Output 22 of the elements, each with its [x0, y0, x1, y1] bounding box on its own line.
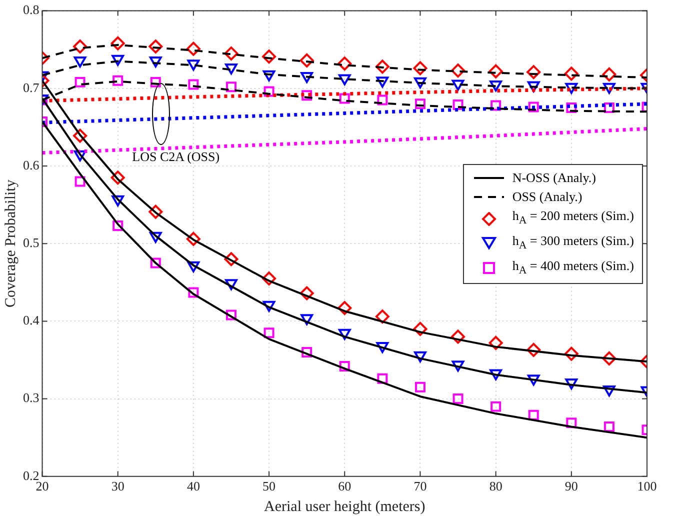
x-tick-label: 40: [186, 478, 200, 494]
x-tick-label: 80: [489, 478, 502, 494]
x-tick-label: 50: [262, 478, 276, 494]
legend-label: h$_{A}$ = 300 meters (Sim.): [512, 232, 634, 254]
y-tick-label: 0.4: [23, 312, 40, 328]
x-tick-label: 60: [338, 478, 352, 494]
legend-label: N-OSS (Analy.): [512, 169, 596, 188]
legend-label: h$_{A}$ = 400 meters (Sim.): [512, 256, 634, 278]
x-tick-label: 70: [414, 478, 427, 494]
x-tick-label: 90: [564, 478, 578, 494]
y-tick-label: 0.5: [23, 235, 40, 250]
x-axis-title: Aerial user height (meters): [264, 498, 426, 515]
legend-label: OSS (Analy.): [512, 188, 582, 206]
legend-label: h$_{A}$ = 200 meters (Sim.): [512, 207, 634, 230]
y-tick-label: 0.3: [23, 390, 40, 406]
y-tick-label: 0.7: [23, 80, 40, 95]
x-tick-label: 100: [637, 478, 657, 494]
annotation: LOS C2A (OSS): [132, 149, 220, 166]
x-tick-label: 30: [111, 478, 124, 494]
y-tick-label: 0.8: [23, 2, 40, 18]
y-axis-title: Coverage Probability: [2, 179, 19, 308]
y-tick-label: 0.6: [23, 157, 40, 172]
